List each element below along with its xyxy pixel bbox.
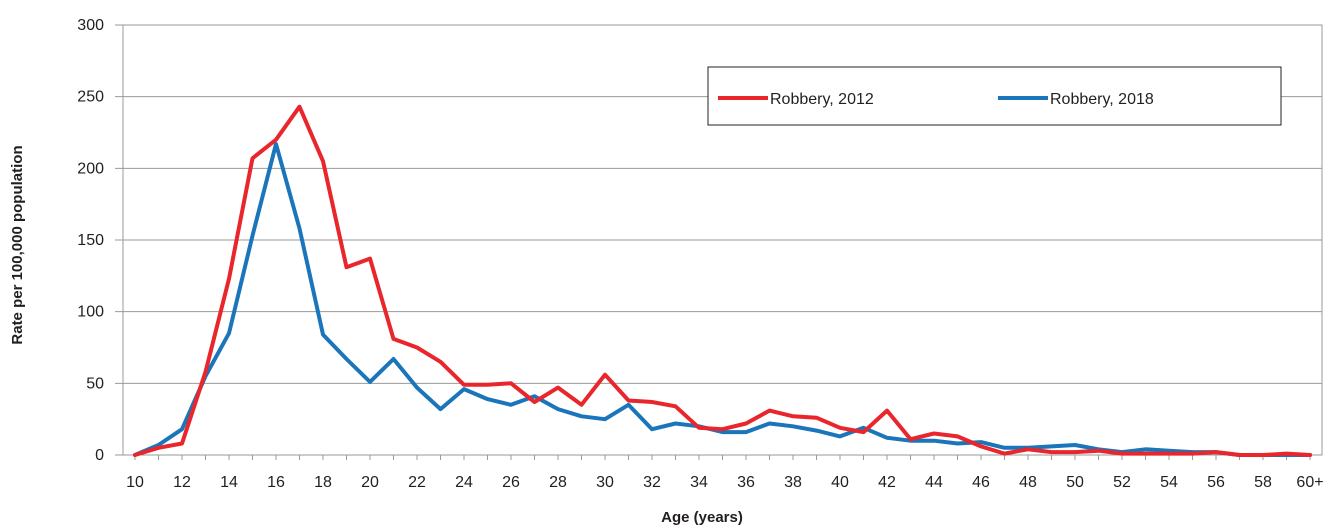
x-tick-label: 38 xyxy=(784,474,802,491)
series-line-robbery-2012 xyxy=(133,104,1312,457)
legend: Robbery, 2012 Robbery, 2018 xyxy=(707,66,1282,126)
y-tick-label: 250 xyxy=(77,89,104,106)
x-tick-label: 26 xyxy=(502,474,520,491)
y-axis-title: Rate per 100,000 population xyxy=(9,145,26,344)
x-tick-label: 58 xyxy=(1254,474,1272,491)
legend-box xyxy=(707,66,1282,126)
y-tick-label: 50 xyxy=(86,375,104,392)
y-tick-label: 300 xyxy=(77,17,104,34)
x-tick-label: 18 xyxy=(314,474,332,491)
legend-label: Robbery, 2012 xyxy=(770,91,874,108)
y-axis-ticks: 0 50 100 150 200 250 300 xyxy=(77,17,104,464)
y-tick-label: 200 xyxy=(77,160,104,177)
x-tick-label: 22 xyxy=(408,474,426,491)
x-tick-label: 20 xyxy=(361,474,379,491)
x-tick-label: 40 xyxy=(831,474,849,491)
x-tick-label: 48 xyxy=(1019,474,1037,491)
x-tick-label: 30 xyxy=(596,474,614,491)
x-tick-label: 56 xyxy=(1207,474,1225,491)
x-tick-label: 12 xyxy=(173,474,191,491)
x-tick-label: 52 xyxy=(1113,474,1131,491)
x-tick-label: 28 xyxy=(549,474,567,491)
series-lines xyxy=(133,104,1312,457)
x-tick-label: 34 xyxy=(690,474,708,491)
legend-label: Robbery, 2018 xyxy=(1050,91,1154,108)
x-tick-label: 10 xyxy=(126,474,144,491)
y-tick-label: 100 xyxy=(77,304,104,321)
x-tick-label: 14 xyxy=(220,474,238,491)
x-tick-label: 32 xyxy=(643,474,661,491)
x-tick-label: 60+ xyxy=(1296,474,1323,491)
x-axis-ticks: 10 12 14 16 18 20 22 24 26 28 30 32 34 36 38 40 42 44 46 48… xyxy=(126,455,1324,491)
x-tick-label: 36 xyxy=(737,474,755,491)
x-tick-label: 54 xyxy=(1160,474,1178,491)
x-tick-label: 16 xyxy=(267,474,285,491)
x-tick-label: 46 xyxy=(972,474,990,491)
y-tick-label: 0 xyxy=(95,447,104,464)
x-tick-label: 24 xyxy=(455,474,473,491)
series-line-robbery-2018 xyxy=(133,142,1312,457)
x-tick-label: 44 xyxy=(925,474,943,491)
x-tick-label: 50 xyxy=(1066,474,1084,491)
x-axis-title: Age (years) xyxy=(661,509,743,526)
x-tick-label: 42 xyxy=(878,474,896,491)
y-tick-label: 150 xyxy=(77,232,104,249)
